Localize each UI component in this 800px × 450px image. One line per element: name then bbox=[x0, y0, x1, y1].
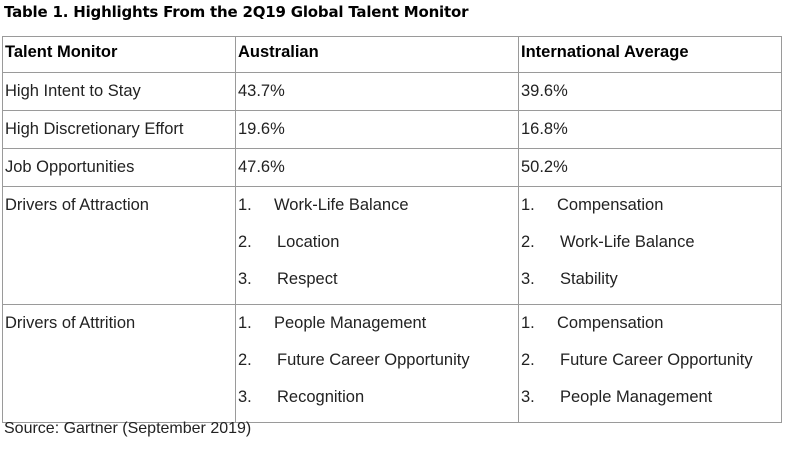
rank-text: Respect bbox=[277, 270, 338, 288]
column-header-australian: Australian bbox=[235, 36, 519, 73]
rank-text: Work-Life Balance bbox=[274, 196, 409, 214]
australian-value: 43.7% bbox=[235, 72, 519, 111]
row-label: High Discretionary Effort bbox=[2, 110, 236, 149]
rank-number: 2. bbox=[238, 351, 252, 369]
rank-number: 3. bbox=[521, 270, 535, 288]
table-title: Table 1. Highlights From the 2Q19 Global… bbox=[4, 3, 469, 21]
australian-value: 47.6% bbox=[235, 148, 519, 187]
rank-number: 2. bbox=[521, 351, 535, 369]
header-row: Talent Monitor Australian International … bbox=[2, 36, 782, 73]
list-item: 1. Compensation bbox=[521, 311, 781, 348]
rank-text: People Management bbox=[274, 314, 427, 332]
rank-number: 2. bbox=[521, 233, 535, 251]
international-ranking: 1. Compensation 2. Work-Life Balance 3. Sta… bbox=[518, 186, 782, 305]
rank-text: Compensation bbox=[557, 196, 664, 214]
list-item: 1. Compensation bbox=[521, 193, 781, 230]
rank-text: Recognition bbox=[277, 388, 365, 406]
rank-number: 3. bbox=[238, 270, 252, 288]
table-row-drivers-of-attraction: Drivers of Attraction 1. Work-Life Balanc… bbox=[2, 186, 782, 305]
international-ranking: 1. Compensation 2. Future Career Opportuni… bbox=[518, 304, 782, 423]
table-row: High Discretionary Effort 19.6% 16.8% bbox=[2, 110, 782, 149]
source-note: Source: Gartner (September 2019) bbox=[4, 420, 252, 437]
international-value: 50.2% bbox=[518, 148, 782, 187]
list-item: 3. People Management bbox=[521, 385, 781, 422]
row-label: Drivers of Attrition bbox=[2, 304, 236, 423]
table-row: High Intent to Stay 43.7% 39.6% bbox=[2, 72, 782, 111]
rank-text: Stability bbox=[560, 270, 618, 288]
list-item: 3. Stability bbox=[521, 267, 781, 304]
list-item: 2. Future Career Opportunity bbox=[238, 348, 518, 385]
list-item: 3. Recognition bbox=[238, 385, 518, 422]
rank-text: Location bbox=[277, 233, 340, 251]
rank-number: 1. bbox=[521, 196, 535, 214]
rank-number: 1. bbox=[238, 196, 252, 214]
row-label: Drivers of Attraction bbox=[2, 186, 236, 305]
rank-text: Future Career Opportunity bbox=[277, 351, 470, 369]
australian-ranking: 1. People Management 2. Future Career Oppo… bbox=[235, 304, 519, 423]
row-label: Job Opportunities bbox=[2, 148, 236, 187]
list-item: 2. Future Career Opportunity bbox=[521, 348, 781, 385]
australian-value: 19.6% bbox=[235, 110, 519, 149]
rank-text: Compensation bbox=[557, 314, 664, 332]
rank-text: People Management bbox=[560, 388, 713, 406]
rank-number: 3. bbox=[238, 388, 252, 406]
table-row: Job Opportunities 47.6% 50.2% bbox=[2, 148, 782, 187]
rank-text: Work-Life Balance bbox=[560, 233, 695, 251]
international-value: 16.8% bbox=[518, 110, 782, 149]
table-row-drivers-of-attrition: Drivers of Attrition 1. People Management… bbox=[2, 304, 782, 423]
row-label: High Intent to Stay bbox=[2, 72, 236, 111]
talent-monitor-table: Talent Monitor Australian International … bbox=[2, 36, 782, 423]
australian-ranking: 1. Work-Life Balance 2. Location 3. Respect bbox=[235, 186, 519, 305]
rank-number: 3. bbox=[521, 388, 535, 406]
rank-number: 1. bbox=[238, 314, 252, 332]
list-item: 3. Respect bbox=[238, 267, 518, 304]
column-header-talent-monitor: Talent Monitor bbox=[2, 36, 236, 73]
list-item: 2. Work-Life Balance bbox=[521, 230, 781, 267]
list-item: 1. People Management bbox=[238, 311, 518, 348]
column-header-international-average: International Average bbox=[518, 36, 782, 73]
list-item: 2. Location bbox=[238, 230, 518, 267]
rank-number: 2. bbox=[238, 233, 252, 251]
list-item: 1. Work-Life Balance bbox=[238, 193, 518, 230]
international-value: 39.6% bbox=[518, 72, 782, 111]
rank-number: 1. bbox=[521, 314, 535, 332]
rank-text: Future Career Opportunity bbox=[560, 351, 753, 369]
